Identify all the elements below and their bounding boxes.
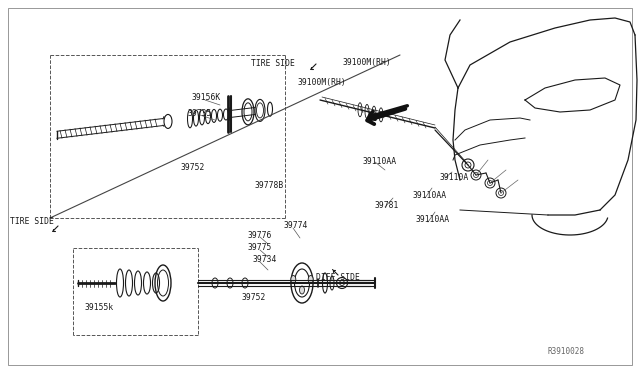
Text: 39774: 39774 <box>284 221 308 230</box>
Text: 39778B: 39778B <box>255 180 284 189</box>
Text: 39100M(RH): 39100M(RH) <box>298 77 347 87</box>
Text: 39735: 39735 <box>188 109 212 118</box>
Text: 39110AA: 39110AA <box>413 190 447 199</box>
Text: 39775: 39775 <box>248 244 273 253</box>
Text: 39110AA: 39110AA <box>416 215 450 224</box>
Text: 39781: 39781 <box>375 201 399 209</box>
Text: 39752: 39752 <box>242 292 266 301</box>
Text: 39734: 39734 <box>253 256 277 264</box>
Ellipse shape <box>291 276 296 283</box>
Text: 39752: 39752 <box>181 164 205 173</box>
Text: 39100M(RH): 39100M(RH) <box>343 58 392 67</box>
Text: TIRE SIDE: TIRE SIDE <box>10 218 54 227</box>
Text: 39110AA: 39110AA <box>363 157 397 167</box>
Text: 39110A: 39110A <box>440 173 469 183</box>
Text: DIFF SIDE: DIFF SIDE <box>316 273 360 282</box>
Text: R3910028: R3910028 <box>547 347 584 356</box>
Text: TIRE SIDE: TIRE SIDE <box>251 58 295 67</box>
Ellipse shape <box>300 286 305 294</box>
Text: 39776: 39776 <box>248 231 273 240</box>
Text: 39156K: 39156K <box>192 93 221 103</box>
Text: 39155k: 39155k <box>85 304 115 312</box>
Ellipse shape <box>308 276 313 283</box>
